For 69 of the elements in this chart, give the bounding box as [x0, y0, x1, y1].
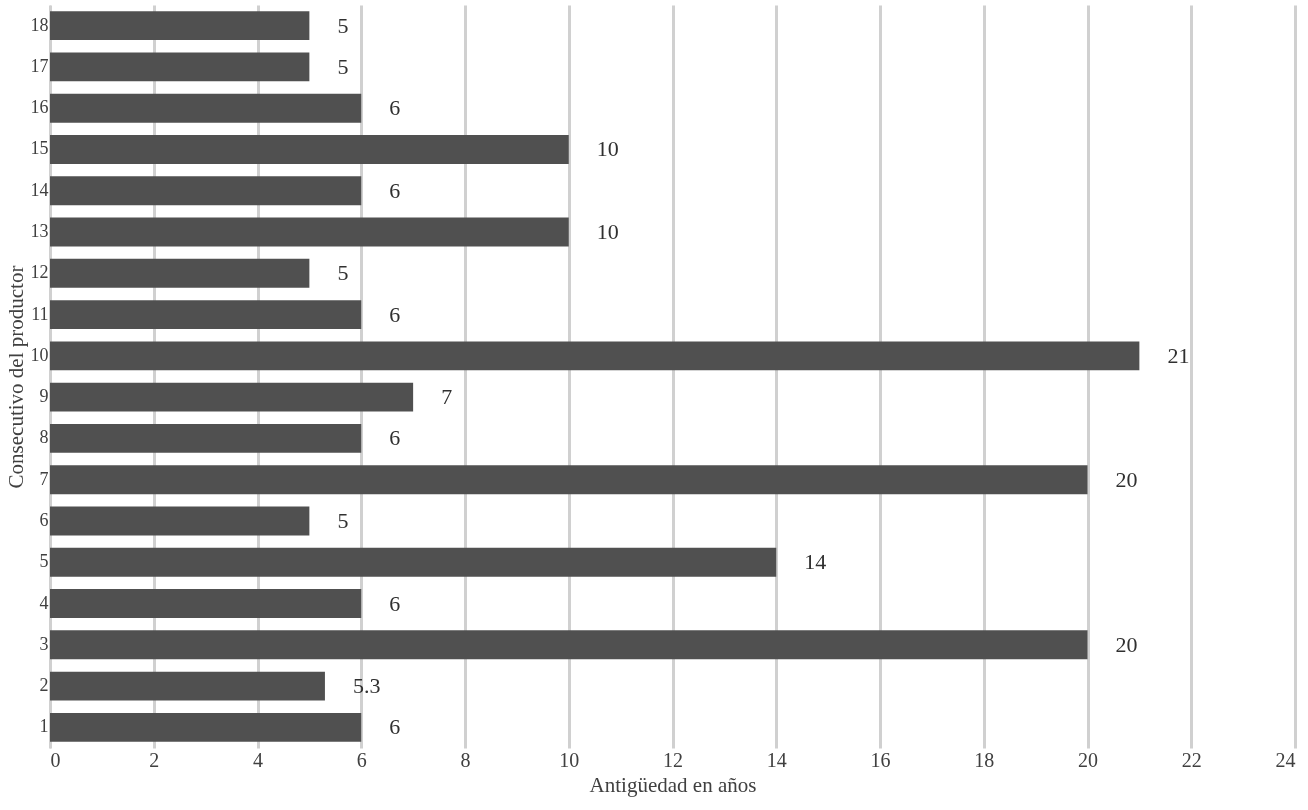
bar — [50, 506, 310, 536]
x-tick-label: 0 — [50, 748, 61, 771]
x-tick-label: 10 — [559, 748, 580, 771]
data-label: 6 — [389, 425, 401, 451]
y-tick-label: 3 — [39, 633, 49, 654]
y-tick-label: 6 — [39, 509, 49, 530]
y-tick-label: 13 — [30, 221, 49, 242]
x-tick-label: 12 — [663, 748, 683, 771]
x-tick-label: 14 — [766, 748, 787, 771]
bar — [50, 258, 310, 288]
data-label: 5.3 — [352, 673, 381, 699]
x-tick-label: 16 — [870, 748, 891, 771]
bar — [50, 382, 414, 412]
bar — [50, 589, 362, 618]
y-tick-label: 14 — [30, 179, 49, 200]
y-tick-label: 8 — [39, 427, 49, 448]
bar — [50, 712, 362, 742]
data-label: 6 — [389, 301, 401, 327]
data-label: 5 — [337, 260, 349, 286]
x-tick-label: 8 — [460, 748, 471, 771]
data-label: 20 — [1115, 466, 1138, 492]
bar — [50, 11, 310, 41]
data-label: 6 — [389, 714, 401, 740]
y-tick-label: 11 — [31, 303, 49, 324]
y-axis-title: Consecutivo del productor — [3, 265, 28, 489]
x-tick-label: 22 — [1181, 748, 1202, 771]
x-tick-label: 4 — [253, 748, 263, 771]
y-tick-label: 16 — [30, 97, 49, 118]
data-label: 6 — [389, 95, 401, 121]
x-tick-label: 20 — [1078, 748, 1098, 771]
y-tick-label: 18 — [30, 14, 49, 35]
y-tick-label: 15 — [30, 138, 49, 159]
x-tick-label: 2 — [149, 748, 160, 771]
data-label: 14 — [804, 549, 827, 575]
x-tick-label: 18 — [974, 748, 995, 771]
bar — [50, 135, 569, 164]
y-tick-label: 5 — [39, 551, 49, 572]
bar — [50, 671, 325, 701]
y-tick-label: 4 — [39, 592, 49, 613]
bar — [50, 630, 1088, 660]
data-label: 20 — [1115, 631, 1138, 657]
y-tick-label: 2 — [39, 675, 49, 696]
bar — [50, 93, 362, 123]
data-label: 5 — [337, 53, 349, 79]
data-label: 10 — [596, 136, 619, 162]
x-tick-label: 6 — [356, 748, 367, 771]
data-label: 21 — [1167, 342, 1190, 368]
bar — [50, 217, 569, 247]
bar — [50, 547, 777, 577]
bar — [50, 300, 362, 330]
data-label: 5 — [337, 507, 349, 533]
y-tick-label: 12 — [30, 262, 49, 283]
data-label: 6 — [389, 177, 401, 203]
y-tick-label: 17 — [30, 55, 49, 76]
x-axis-title: Antigüedad en años — [589, 772, 757, 797]
bar — [50, 423, 362, 453]
y-tick-label: 7 — [39, 468, 49, 489]
bar — [50, 52, 310, 82]
bar — [50, 341, 1140, 371]
data-label: 7 — [441, 384, 453, 410]
data-label: 5 — [337, 12, 349, 38]
y-tick-label: 9 — [39, 386, 49, 407]
data-label: 6 — [389, 590, 401, 616]
x-tick-label: 24 — [1275, 748, 1296, 771]
bar — [50, 465, 1088, 495]
data-label: 10 — [596, 219, 619, 245]
bar — [50, 176, 362, 206]
y-tick-label: 10 — [30, 344, 49, 365]
y-tick-label: 1 — [39, 716, 49, 737]
